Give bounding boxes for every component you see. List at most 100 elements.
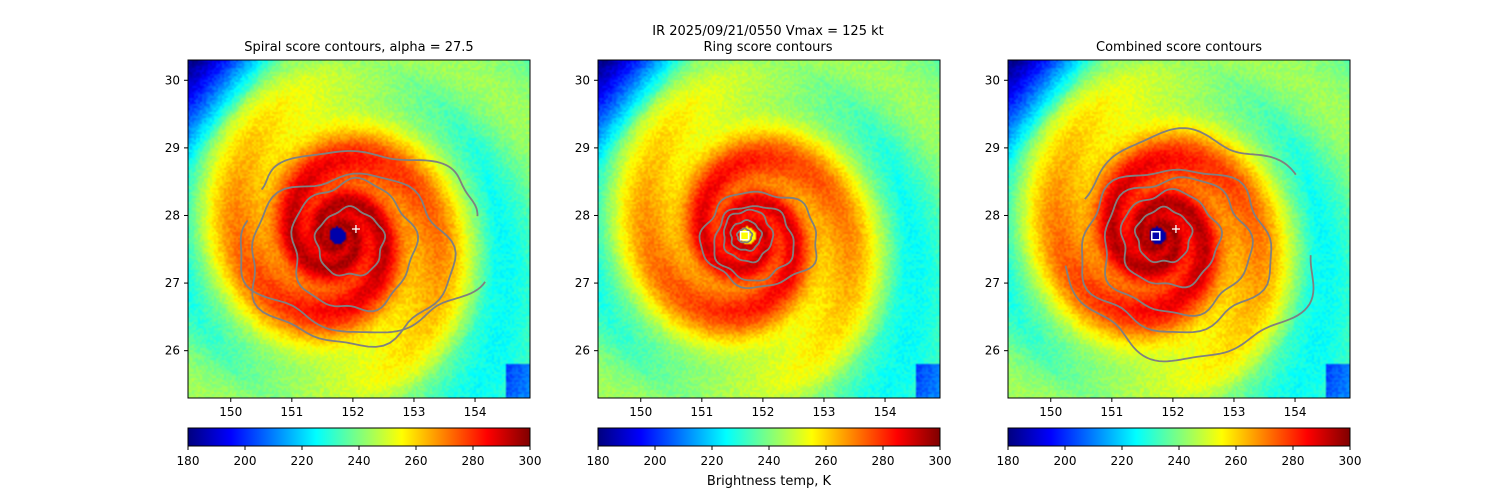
x-tick-label: 150	[1039, 405, 1062, 419]
contours-ring	[698, 190, 818, 290]
panel-combined: Combined score contours 150 151 152 153 154 2…	[985, 40, 1362, 468]
contour-line	[1103, 176, 1254, 317]
colorbar-tick-label: 180	[177, 454, 200, 468]
panel-spiral: Spiral score contours, alpha = 27.5 150 1…	[165, 40, 542, 468]
center-square-marker	[739, 231, 750, 241]
colorbar-tick-label: 240	[348, 454, 371, 468]
contour-line	[251, 172, 457, 348]
y-tick-label: 27	[575, 276, 590, 290]
colorbar-tick-label: 200	[644, 454, 667, 468]
y-tick-label: 26	[985, 344, 1000, 358]
x-tick-label: 150	[629, 405, 652, 419]
colorbar-tick-label: 300	[519, 454, 542, 468]
y-tick-label: 29	[575, 141, 590, 155]
colorbar-tick-label: 280	[1282, 454, 1305, 468]
colorbar-tick-label: 300	[929, 454, 952, 468]
heatmap-spiral	[188, 60, 530, 398]
center-cross-marker	[351, 225, 360, 233]
markers-ring	[739, 231, 750, 241]
contour-line	[239, 219, 486, 334]
markers-spiral	[351, 225, 360, 233]
x-tick-label: 153	[813, 405, 836, 419]
x-tick-label: 154	[464, 405, 487, 419]
colorbar-tick-label: 280	[462, 454, 485, 468]
x-tick-label: 153	[1223, 405, 1246, 419]
x-tick-label: 154	[874, 405, 897, 419]
y-tick-label: 29	[985, 141, 1000, 155]
x-tick-label: 151	[1100, 405, 1123, 419]
contours-combined	[1064, 127, 1315, 363]
ticks-ring: 150 151 152 153 154 26 27 28 29 30	[575, 73, 897, 419]
contour-line	[698, 190, 818, 290]
colorbar-tick-label: 180	[997, 454, 1020, 468]
panel-title-ring: Ring score contours	[703, 40, 832, 55]
contour-line	[1134, 205, 1194, 264]
y-tick-label: 30	[575, 73, 590, 87]
x-tick-label: 152	[1161, 405, 1184, 419]
y-tick-label: 28	[985, 208, 1000, 222]
contour-line	[722, 208, 775, 264]
axes-frame-ring	[597, 59, 941, 399]
colorbar-tick-label: 200	[234, 454, 257, 468]
center-cross-marker	[1171, 225, 1180, 233]
ticks-combined: 150 151 152 153 154 26 27 28 29 30	[985, 73, 1307, 419]
panel-title-spiral: Spiral score contours, alpha = 27.5	[244, 40, 473, 55]
markers-combined	[1151, 225, 1180, 241]
center-square-marker	[1151, 231, 1161, 241]
y-tick-label: 27	[985, 276, 1000, 290]
contour-line	[313, 205, 387, 277]
colorbar-label: Brightness temp, K	[707, 474, 832, 489]
colorbar-tick-label: 220	[701, 454, 724, 468]
y-tick-label: 29	[165, 141, 180, 155]
axes-frame-combined	[1007, 59, 1351, 399]
x-tick-label: 150	[219, 405, 242, 419]
ticks-spiral: 150 151 152 153 154 26 27 28 29 30	[165, 73, 487, 419]
colorbar-tick-label: 200	[1054, 454, 1077, 468]
colorbar-tick-label: 240	[1168, 454, 1191, 468]
colorbar-bar-combined	[1007, 427, 1351, 447]
contours-spiral	[239, 150, 486, 348]
contour-line	[1081, 168, 1273, 334]
colorbar-tick-label: 240	[758, 454, 781, 468]
colorbar-tick-label: 180	[587, 454, 610, 468]
colorbar-tick-label: 220	[291, 454, 314, 468]
contour-line	[260, 150, 479, 217]
colorbar-tick-label: 260	[405, 454, 428, 468]
x-tick-label: 154	[1284, 405, 1307, 419]
colorbar-bar-spiral	[187, 427, 531, 447]
colorbar-combined: 180 200 220 240 260 280 300	[997, 427, 1362, 468]
x-tick-label: 151	[690, 405, 713, 419]
panel-ring: 150 151 152 153 154 26 27 28 29 30 180 200 220 240 26…	[575, 59, 952, 489]
colorbar-spiral: 180 200 220 240 260 280 300	[177, 427, 542, 468]
x-tick-label: 152	[751, 405, 774, 419]
heatmap-ring	[598, 60, 940, 398]
x-tick-label: 152	[341, 405, 364, 419]
colorbar-tick-label: 300	[1339, 454, 1362, 468]
y-tick-label: 30	[985, 73, 1000, 87]
contour-line	[1084, 127, 1297, 200]
colorbar-ticks-ring: 180 200 220 240 260 280 300	[587, 446, 952, 468]
axes-frame-spiral	[187, 59, 531, 399]
colorbar-tick-label: 260	[815, 454, 838, 468]
y-tick-label: 26	[575, 344, 590, 358]
ir-image-ring	[598, 60, 940, 398]
y-tick-label: 28	[165, 208, 180, 222]
figure-title: IR 2025/09/21/0550 Vmax = 125 kt	[652, 24, 883, 39]
y-tick-label: 30	[165, 73, 180, 87]
y-tick-label: 28	[575, 208, 590, 222]
contour-line	[713, 205, 795, 282]
panel-title-combined: Combined score contours	[1096, 40, 1262, 55]
y-tick-label: 26	[165, 344, 180, 358]
contour-line	[729, 219, 764, 252]
x-tick-label: 153	[403, 405, 426, 419]
contour-line	[736, 227, 754, 244]
y-tick-label: 27	[165, 276, 180, 290]
x-tick-label: 151	[280, 405, 303, 419]
colorbar-ring: 180 200 220 240 260 280 300 Brightness temp, K	[587, 427, 952, 489]
colorbar-ticks-spiral: 180 200 220 240 260 280 300	[177, 446, 542, 468]
colorbar-tick-label: 260	[1225, 454, 1248, 468]
colorbar-tick-label: 280	[872, 454, 895, 468]
heatmap-combined	[1008, 60, 1350, 398]
contour-line	[290, 176, 420, 313]
